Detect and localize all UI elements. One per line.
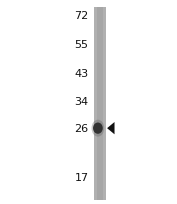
Ellipse shape xyxy=(92,120,104,137)
Bar xyxy=(94,8,106,200)
Text: 72: 72 xyxy=(74,11,88,21)
Text: 26: 26 xyxy=(74,124,88,133)
Text: 34: 34 xyxy=(74,97,88,107)
Text: 55: 55 xyxy=(75,40,88,50)
Ellipse shape xyxy=(93,123,103,134)
Bar xyxy=(97,8,103,200)
Text: 43: 43 xyxy=(74,69,88,78)
Polygon shape xyxy=(107,122,115,135)
Text: 17: 17 xyxy=(74,173,88,182)
